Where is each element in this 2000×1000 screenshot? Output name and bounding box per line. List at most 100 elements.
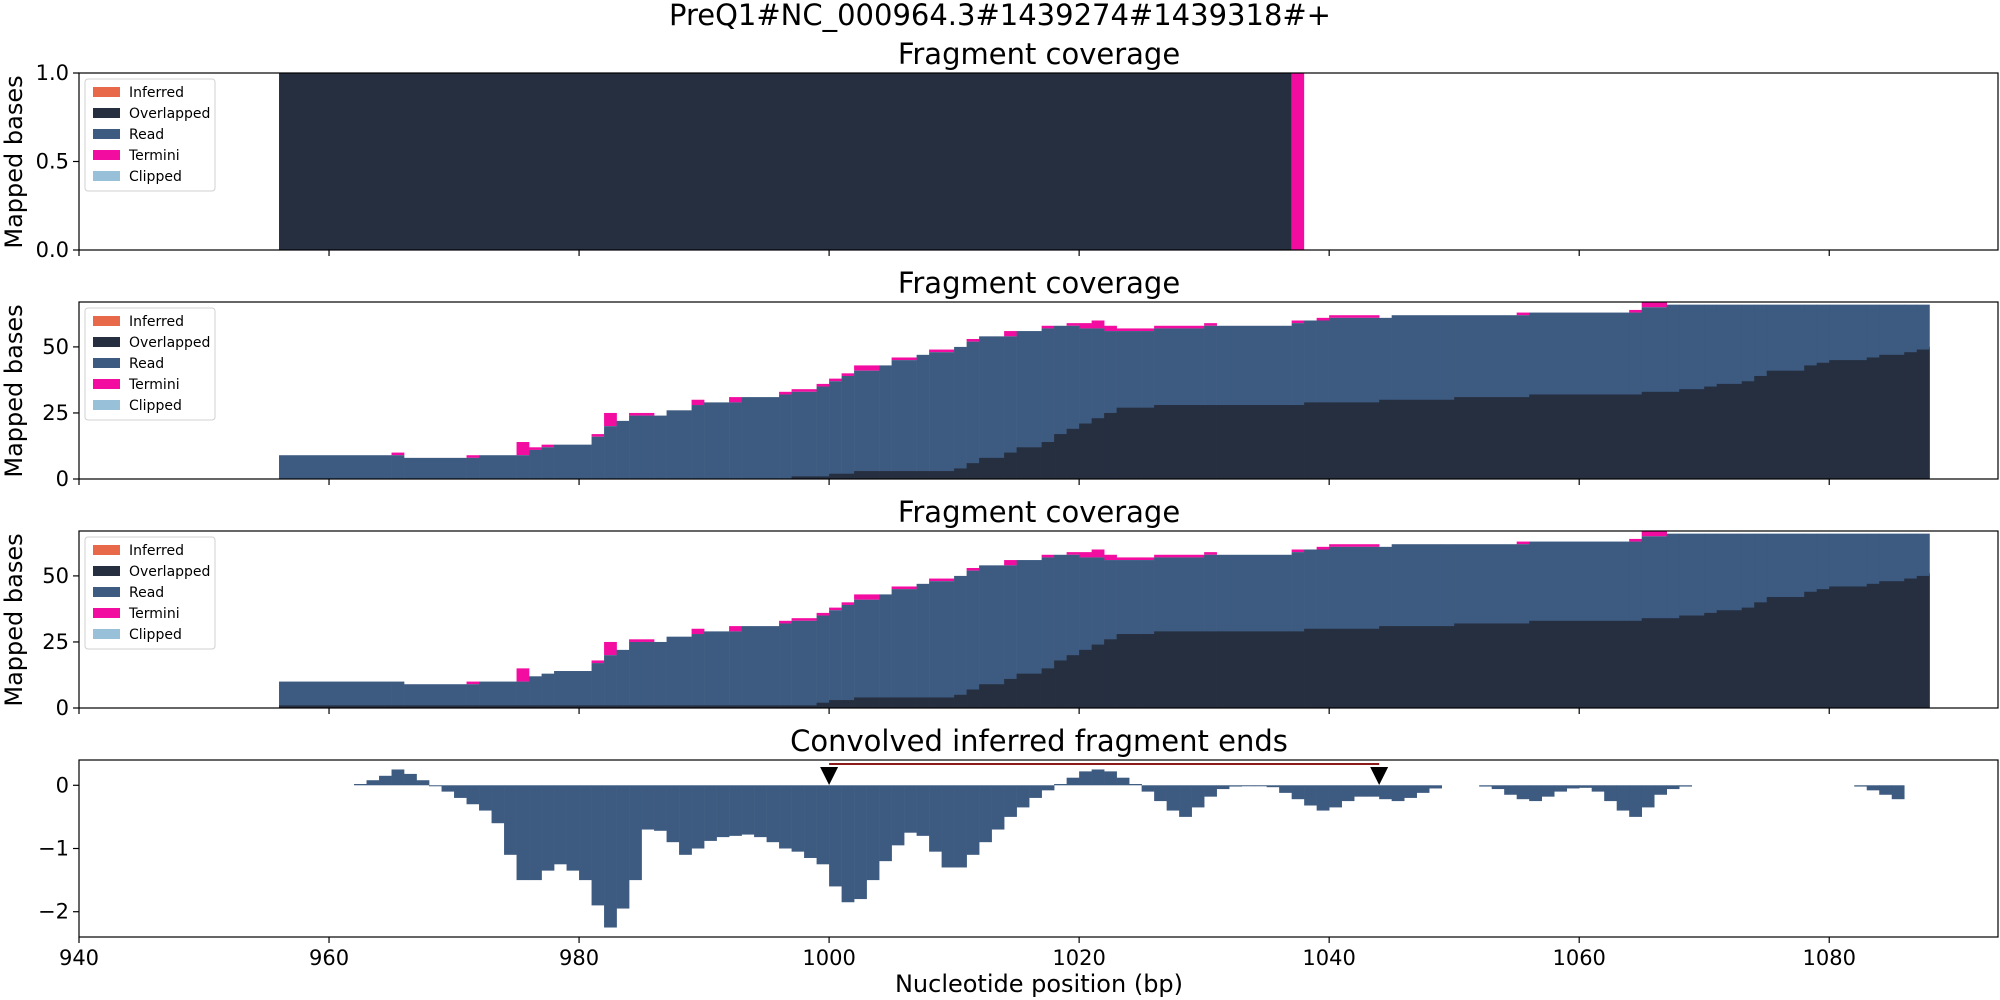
termini-step (1316, 546, 1330, 550)
convolved-bar (1079, 771, 1092, 786)
convolved-bar (1616, 785, 1630, 811)
overlapped-step (1079, 423, 1092, 479)
read-step (879, 365, 892, 479)
legend-swatch (93, 545, 120, 555)
legend-label: Termini (128, 377, 180, 393)
legend-label: Inferred (129, 543, 184, 559)
read-step (391, 681, 405, 708)
read-step (479, 455, 517, 479)
termini-step (1329, 315, 1380, 318)
overlapped-step (1879, 581, 1905, 708)
convolved-bar (1329, 785, 1342, 808)
y-tick-label: 50 (42, 335, 69, 359)
convolved-bar (1529, 785, 1542, 802)
overlapped-step (954, 694, 967, 708)
overlapped-step (1141, 634, 1155, 708)
overlapped-step (1041, 442, 1055, 479)
termini-step (966, 567, 980, 571)
x-tick-label: 1060 (1552, 946, 1605, 970)
overlapped-step (1766, 597, 1805, 708)
convolved-bar (1191, 785, 1205, 808)
termini-step (816, 612, 830, 616)
convolved-bar (366, 780, 380, 786)
convolved-bar (754, 785, 767, 838)
convolved-bar (1879, 785, 1893, 795)
convolved-bar (916, 785, 930, 836)
convolved-bar (729, 785, 742, 836)
termini-step (1004, 331, 1017, 337)
overlapped-step (1629, 620, 1643, 708)
convolved-bar (1666, 785, 1680, 790)
read-step (554, 444, 592, 479)
overlapped-step (1754, 602, 1768, 708)
overlapped-step (829, 473, 842, 479)
overlapped-step (704, 705, 730, 708)
convolved-bar (816, 785, 830, 865)
overlapped-step (466, 705, 480, 708)
termini-step (1079, 323, 1092, 329)
overlapped-step (879, 471, 892, 479)
overlapped-step (1766, 370, 1805, 479)
convolved-bar (566, 785, 580, 871)
termini-step (691, 628, 705, 635)
convolved-bar (1254, 785, 1267, 787)
read-step (616, 420, 630, 479)
termini-step (791, 389, 817, 392)
legend-label: Read (129, 585, 164, 601)
convolved-bar (616, 785, 630, 909)
termini-step (529, 447, 542, 450)
termini-step (1116, 328, 1142, 332)
convolved-bar (1304, 785, 1317, 806)
read-step (691, 405, 705, 479)
termini-step (1516, 312, 1530, 316)
convolved-bar (779, 785, 792, 849)
read-step (616, 649, 630, 708)
overlapped-step (1679, 389, 1705, 479)
read-step (704, 631, 730, 708)
panel-3-title: Fragment coverage (898, 495, 1180, 529)
overlapped-step (1916, 349, 1930, 479)
overlapped-step (1829, 586, 1868, 708)
read-step (929, 352, 955, 479)
convolved-bar (941, 785, 955, 868)
read-step (654, 415, 667, 479)
read-step (966, 341, 980, 479)
convolved-bar (704, 785, 717, 841)
overlapped-step (741, 705, 780, 708)
termini-step (691, 399, 705, 406)
convolved-bar (954, 785, 967, 868)
termini-step (966, 338, 980, 342)
convolved-bar (354, 784, 367, 786)
convolved-bar (1679, 785, 1693, 787)
y-tick-label: 50 (42, 564, 69, 588)
fragment-end-marker (1370, 767, 1389, 785)
convolved-bar (1316, 785, 1330, 811)
termini-step (629, 639, 655, 642)
read-step (741, 626, 780, 708)
termini-step (854, 594, 880, 600)
overlapped-step (591, 705, 605, 708)
convolved-bar (391, 769, 405, 786)
overlapped-step (1204, 631, 1217, 708)
legend-swatch (93, 129, 120, 139)
legend-label: Termini (128, 606, 180, 622)
convolved-bar (966, 785, 980, 855)
read-step (729, 402, 742, 479)
overlapped-step (1829, 360, 1868, 479)
overlapped-step (1666, 618, 1680, 708)
legend-swatch (93, 379, 120, 389)
overlapped-step (1104, 412, 1117, 479)
legend-box (84, 78, 216, 192)
convolved-bar (504, 785, 517, 855)
convolved-bar (1041, 785, 1055, 791)
read-step (516, 455, 530, 479)
read-step (391, 455, 405, 479)
legend-swatch (93, 358, 120, 368)
overlapped-step (616, 705, 630, 708)
read-step (279, 681, 392, 708)
termini-step (1104, 325, 1117, 332)
convolved-bar (1141, 785, 1155, 792)
read-step (529, 449, 542, 479)
overlapped-step (404, 705, 467, 708)
convolved-bar (904, 785, 917, 833)
